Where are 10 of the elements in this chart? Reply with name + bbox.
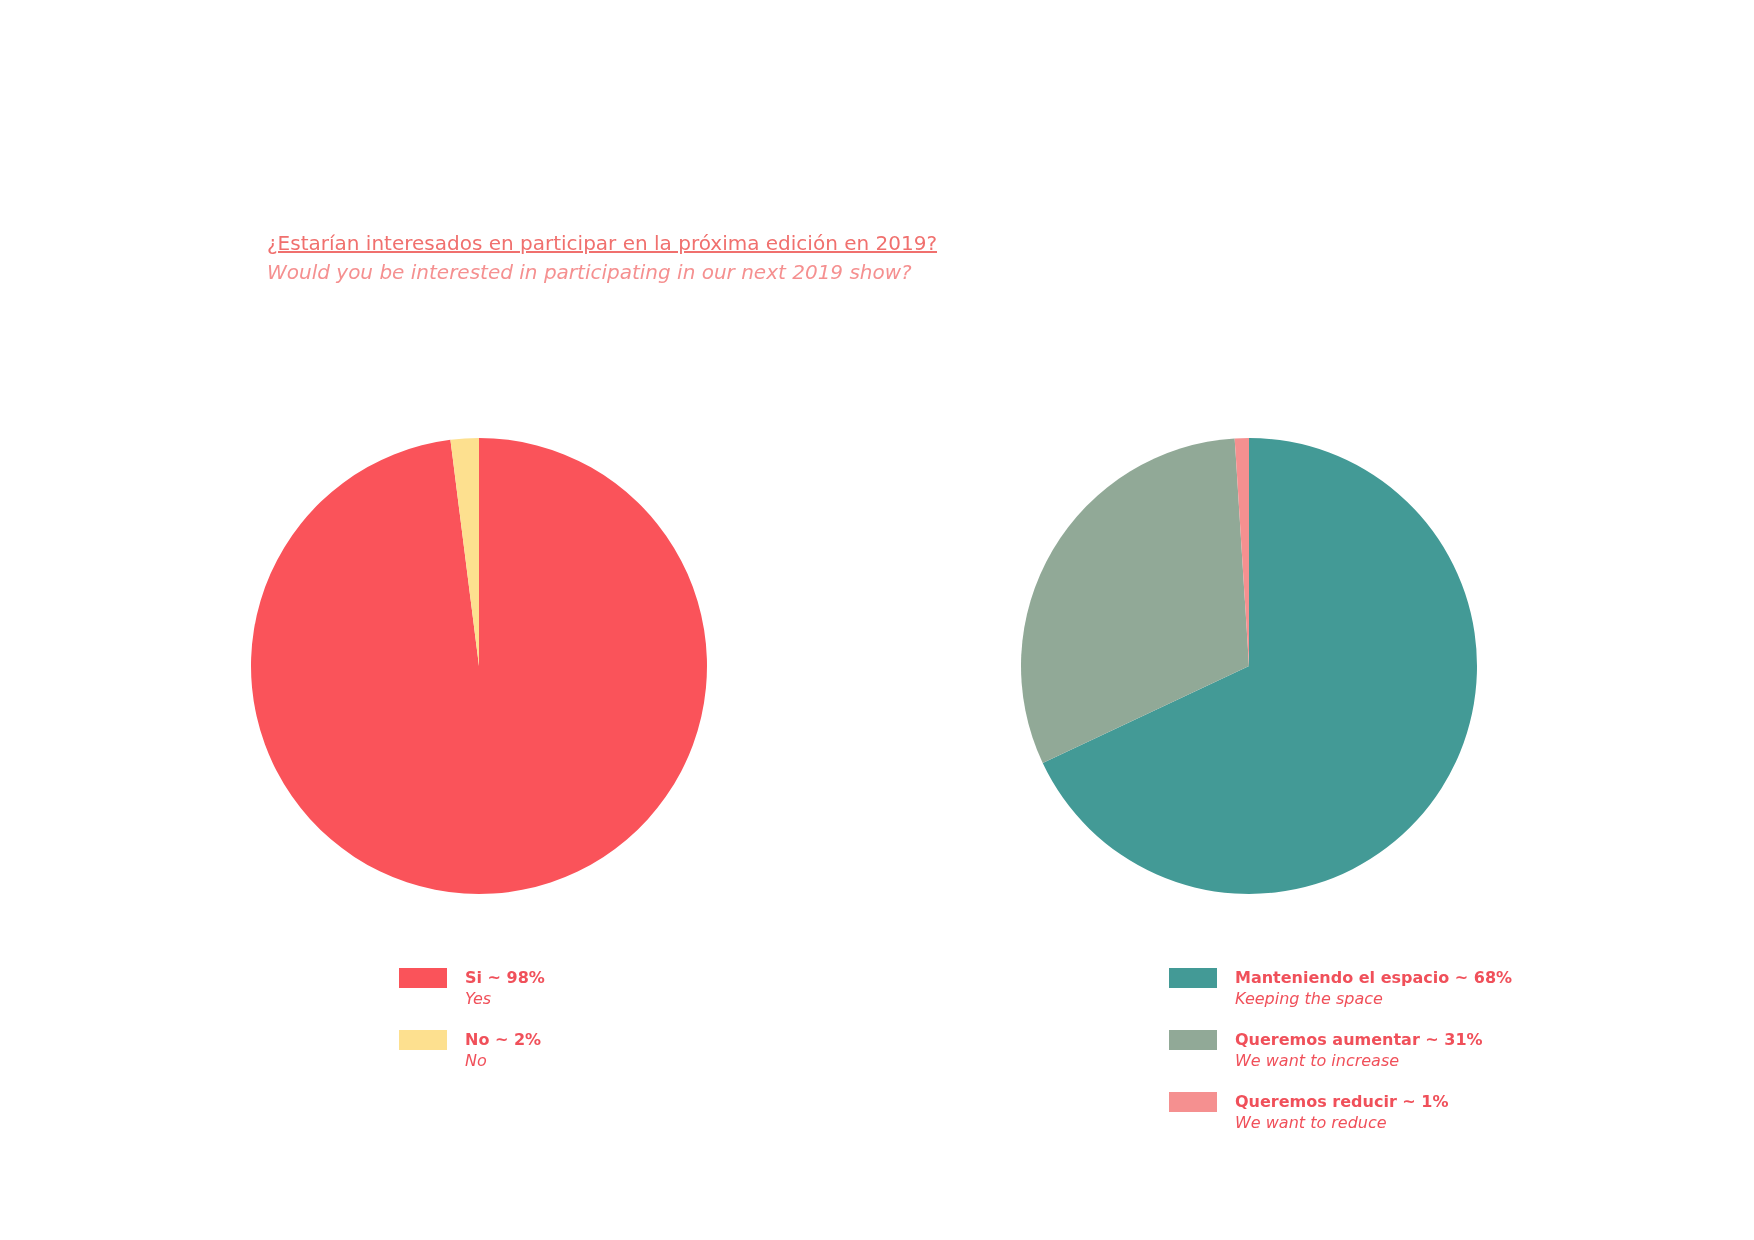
legend-label: Manteniendo el espacio ~ 68% Keeping the space [1235,968,1513,1008]
legend-label: Si ~ 98% Yes [465,968,545,1008]
pie-slice [1021,438,1249,764]
legend-label: Queremos aumentar ~ 31% We want to increase [1235,1030,1483,1070]
chart-title: ¿Estarían interesados en participar en la próxima edición en 2019? [267,231,938,255]
pie-slice [251,438,707,894]
pie-slice [1042,438,1477,894]
chart-subtitle: Would you be interested in participating in our next 2019 show? [267,260,913,284]
legend-label: Queremos reducir ~ 1% We want to reduce [1235,1092,1449,1132]
legend-label: No ~ 2% No [465,1030,542,1070]
